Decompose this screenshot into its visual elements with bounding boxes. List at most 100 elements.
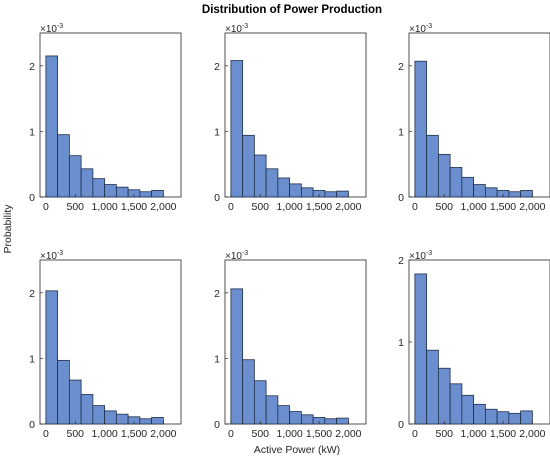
histogram-bar (508, 191, 522, 198)
histogram-panel-2: 0 500 1,000 1,500 2,000 0 1 2 ×10-3 (214, 23, 367, 213)
y-tick-label: 1 (398, 337, 404, 349)
x-tick-label: 1,500 (490, 428, 516, 440)
histogram-bar (473, 403, 486, 425)
histogram-bar (104, 184, 117, 198)
histogram-bar (253, 154, 267, 198)
x-tick-label: 500 (251, 428, 269, 440)
x-tick-label: 2,000 (335, 428, 361, 440)
x-tick-label: 2,000 (519, 428, 545, 440)
histogram-bar (80, 168, 94, 198)
histogram-bar (277, 405, 291, 425)
x-tick-label: 1,500 (306, 201, 332, 213)
histogram-bar (68, 155, 82, 198)
x-tick-label: 2,000 (335, 201, 361, 213)
histogram-bar (336, 417, 349, 425)
y-exponent-label: ×10-3 (225, 250, 248, 262)
histogram-bar (336, 190, 349, 198)
y-tick-label: 0 (398, 192, 404, 204)
histogram-bar (461, 176, 475, 198)
y-axis-title: Probability (2, 204, 14, 254)
histogram-bar (437, 153, 451, 198)
histogram-bar (461, 394, 475, 425)
histogram-panel-3: 0 500 1,000 1,500 2,000 0 1 2 ×10-3 (398, 23, 550, 213)
y-exponent-label: ×10-3 (40, 23, 63, 35)
histogram-bar (45, 55, 59, 198)
histogram-bar (139, 418, 153, 425)
y-tick-label: 0 (29, 192, 35, 204)
histogram-bar (300, 187, 314, 198)
histogram-bar (92, 178, 106, 198)
x-tick-label: 1,000 (91, 428, 117, 440)
histogram-bar (449, 383, 463, 425)
histogram-bar (68, 379, 82, 425)
y-tick-label: 0 (29, 419, 35, 431)
histogram-panel-1: 0 500 1,000 1,500 2,000 0 1 2 ×10-3 (29, 23, 182, 213)
y-tick-label: 2 (29, 61, 35, 73)
histogram-bar (104, 410, 117, 425)
x-tick-label: 500 (66, 201, 84, 213)
histogram-bar (277, 177, 291, 198)
histogram-bar (289, 411, 302, 425)
y-tick-label: 2 (214, 288, 220, 300)
histogram-bar (57, 134, 70, 198)
histogram-panel-5: 0 500 1,000 1,500 2,000 0 1 2 ×10-3 (214, 250, 367, 440)
y-exponent-label: ×10-3 (409, 250, 432, 262)
histogram-bar (324, 191, 338, 198)
x-tick-label: 2,000 (150, 201, 176, 213)
x-tick-label: 1,500 (121, 201, 147, 213)
x-tick-label: 1,500 (306, 428, 332, 440)
x-tick-label: 2,000 (519, 201, 545, 213)
y-tick-label: 1 (214, 353, 220, 365)
x-tick-label: 2,000 (150, 428, 176, 440)
histogram-bar (324, 418, 338, 425)
histogram-bar (92, 405, 106, 425)
histogram-bar (265, 395, 279, 425)
y-tick-label: 1 (29, 126, 35, 138)
histogram-bar (508, 412, 522, 425)
histogram-bar (115, 186, 129, 198)
y-tick-label: 2 (29, 288, 35, 300)
histogram-bar (242, 359, 255, 425)
histogram-bar (414, 273, 428, 425)
histogram-bar (414, 60, 428, 198)
x-tick-label: 1,000 (460, 201, 486, 213)
histogram-bar (473, 184, 486, 198)
y-tick-label: 2 (398, 61, 404, 73)
histogram-bar (265, 168, 279, 198)
x-tick-label: 0 (412, 428, 418, 440)
histogram-bar (449, 167, 463, 198)
y-tick-label: 2 (398, 255, 404, 267)
y-tick-label: 1 (214, 126, 220, 138)
x-tick-label: 0 (43, 428, 49, 440)
y-tick-label: 0 (398, 419, 404, 431)
x-tick-label: 0 (43, 201, 49, 213)
histogram-bar (45, 290, 59, 425)
histogram-bar (253, 380, 267, 425)
histogram-bar (242, 134, 255, 198)
x-tick-label: 1,000 (460, 428, 486, 440)
figure-title: Distribution of Power Production (202, 4, 382, 16)
histogram-bar (57, 359, 70, 425)
y-tick-label: 0 (214, 419, 220, 431)
histogram-bar (437, 367, 451, 425)
histogram-bar (115, 413, 129, 425)
histogram-bar (426, 134, 439, 198)
y-tick-label: 1 (29, 353, 35, 365)
y-exponent-label: ×10-3 (40, 250, 63, 262)
x-tick-label: 500 (66, 428, 84, 440)
x-tick-label: 1,500 (121, 428, 147, 440)
histogram-bar (426, 349, 439, 425)
histogram-bar (520, 410, 533, 425)
histogram-bar (484, 187, 498, 198)
histogram-bar (484, 408, 498, 425)
x-tick-label: 500 (435, 428, 453, 440)
x-tick-label: 1,500 (490, 201, 516, 213)
x-tick-label: 0 (228, 201, 234, 213)
histogram-bar (520, 190, 533, 198)
y-tick-label: 0 (214, 192, 220, 204)
x-tick-label: 0 (228, 428, 234, 440)
y-tick-label: 2 (214, 61, 220, 73)
x-axis-title: Active Power (kW) (254, 444, 340, 456)
